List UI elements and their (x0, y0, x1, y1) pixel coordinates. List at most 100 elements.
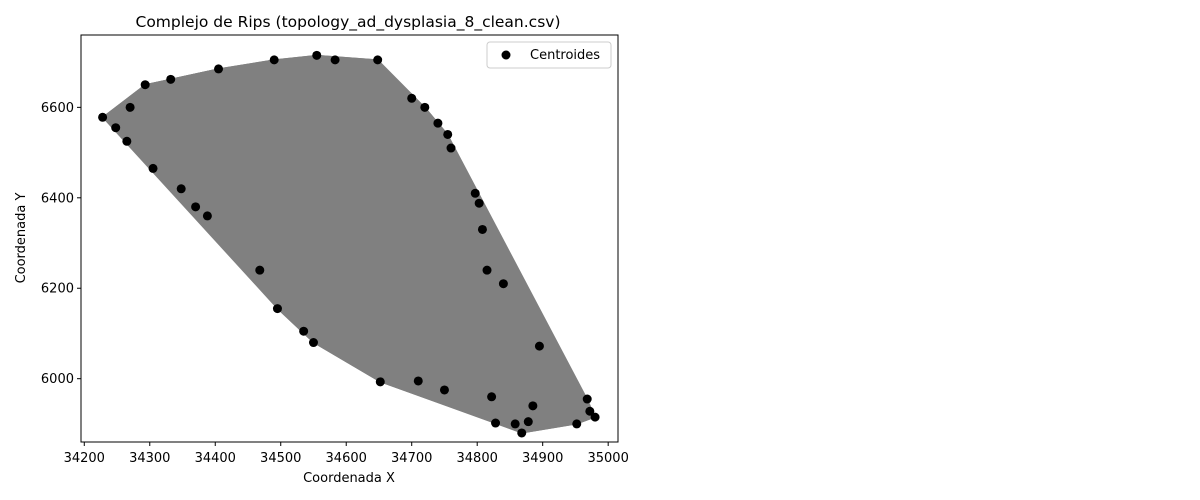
centroid-point (122, 136, 132, 146)
centroid-point (443, 129, 453, 139)
rips-complex-hull (101, 54, 596, 434)
centroid-point (582, 394, 592, 404)
x-tick-label: 34200 (64, 451, 105, 466)
rips-edge (126, 107, 131, 142)
centroid-point (166, 74, 176, 84)
rips-edge (218, 54, 317, 70)
rips-edge (491, 396, 529, 423)
rips-edge (491, 396, 588, 400)
rips-edge (444, 389, 516, 425)
centroid-point (585, 406, 595, 416)
rips-edge (539, 345, 588, 400)
rips-edge (486, 269, 540, 347)
centroid-point (482, 265, 492, 275)
centroid-point (308, 338, 318, 348)
legend: Centroides (486, 41, 612, 69)
y-tick-label: 6000 (41, 372, 74, 387)
centroid-point (407, 93, 417, 103)
rips-edge (495, 422, 522, 434)
rips-edge (444, 389, 496, 424)
centroid-point (330, 55, 340, 65)
rips-edge (521, 416, 596, 434)
rips-edge (514, 345, 540, 425)
centroid-point (433, 118, 443, 128)
y-tick-label: 6400 (41, 191, 74, 206)
centroid-point (534, 341, 544, 351)
rips-edge (481, 229, 488, 271)
rips-edge (491, 345, 540, 398)
rips-edge (274, 59, 412, 99)
centroid-point (214, 64, 224, 74)
legend-label-centroides: Centroides (530, 48, 600, 63)
rips-edge (259, 269, 278, 309)
rips-edge (478, 203, 504, 284)
centroid-point (470, 188, 480, 198)
rips-edge (102, 84, 146, 118)
centroid-point (439, 385, 449, 395)
centroid-point (487, 392, 497, 402)
rips-edge (303, 330, 419, 382)
rips-edge (129, 107, 154, 169)
chart-title: Complejo de Rips (topology_ad_dysplasia_… (136, 13, 561, 32)
rips-edge (450, 147, 483, 230)
rips-edge (481, 229, 504, 284)
centroid-point (590, 412, 600, 422)
x-tick-label: 34900 (522, 451, 563, 466)
centroid-point (523, 417, 533, 427)
rips-edge (521, 346, 540, 434)
x-tick-label: 35000 (587, 451, 628, 466)
rips-edge (444, 389, 522, 434)
rips-edge (538, 345, 578, 425)
legend-marker (501, 50, 511, 60)
rips-edge (277, 308, 314, 343)
rips-edge (380, 381, 496, 424)
rips-edge (129, 107, 182, 190)
rips-edge (444, 389, 577, 425)
x-axis-ticks: 34200 34300 34400 34500 34600 34700 34800 34900… (64, 442, 629, 466)
rips-edge (144, 84, 154, 169)
centroid-point (176, 184, 186, 194)
rips-edge (491, 396, 590, 412)
rips-edge (334, 59, 439, 124)
centroid-point (191, 202, 201, 212)
centroid-point (413, 376, 423, 386)
rips-edge (218, 59, 336, 70)
rips-edge (444, 389, 529, 423)
rips-edge (115, 78, 172, 129)
rips-edge (521, 398, 588, 434)
rips-edge (532, 398, 588, 407)
rips-edge (126, 84, 146, 142)
rips-edge (444, 345, 540, 391)
x-tick-label: 34300 (129, 451, 170, 466)
plot-frame (80, 34, 619, 443)
centroid-point (528, 401, 538, 411)
centroid-point (312, 50, 322, 60)
x-axis-label: Coordenada X (303, 471, 395, 486)
centroid-point (269, 55, 279, 65)
centroid-point (202, 211, 212, 221)
rips-edge (532, 405, 590, 412)
centroid-point (572, 419, 582, 429)
y-axis-ticks: 6000 6200 6400 6600 (41, 101, 81, 387)
centroid-point (517, 428, 527, 438)
rips-edge (126, 79, 172, 142)
centroid-point (255, 265, 265, 275)
centroid-point (420, 102, 430, 112)
rips-edge (129, 68, 219, 108)
centroid-point (125, 102, 135, 112)
centroid-point (148, 163, 158, 173)
y-tick-label: 6600 (41, 101, 74, 116)
rips-edge (411, 98, 452, 149)
x-tick-label: 34600 (326, 451, 367, 466)
centroid-point (272, 304, 282, 314)
centroid-point (98, 112, 108, 122)
rips-edge (316, 54, 378, 61)
centroid-point (299, 326, 309, 336)
centroid-point (373, 55, 383, 65)
legend-box (486, 41, 612, 69)
centroid-point (446, 143, 456, 153)
centroid-point (375, 377, 385, 387)
centroid-point (510, 419, 520, 429)
y-tick-label: 6200 (41, 282, 74, 297)
